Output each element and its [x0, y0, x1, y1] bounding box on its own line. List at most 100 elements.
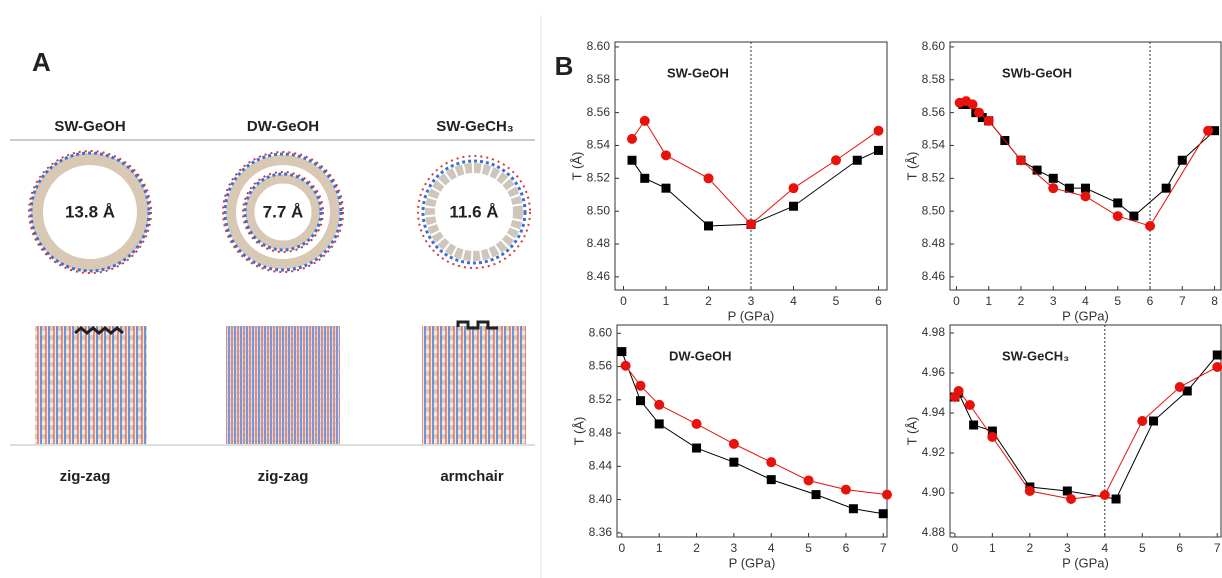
data-point: [746, 219, 756, 230]
data-point: [1203, 125, 1214, 136]
x-tick-label: 2: [1026, 541, 1033, 555]
data-point: [964, 400, 975, 410]
data-point: [848, 504, 858, 514]
chart: 8.46 8.48 8.50 8.52 8.54 8.56 8.58 8.60 0 1 2 3 4 5 6 P…: [569, 39, 888, 323]
x-tick-label: 2: [1018, 294, 1025, 308]
y-axis-label: T (Å): [571, 417, 586, 446]
tube-side-views: [35, 320, 526, 444]
data-point: [728, 438, 739, 449]
x-tick-label: 2: [693, 541, 700, 555]
y-tick-label: 8.48: [587, 236, 611, 250]
y-tick-label: 8.54: [922, 138, 946, 152]
x-tick-label: 4: [790, 294, 797, 308]
data-point: [1182, 386, 1192, 396]
x-axis-label: P (GPa): [1062, 308, 1109, 323]
data-point: [703, 173, 714, 184]
x-tick-label: 8: [1211, 294, 1218, 308]
data-point: [704, 221, 713, 231]
y-tick-label: 4.92: [922, 445, 946, 459]
x-tick-label: 5: [833, 294, 840, 308]
diameter-label: 13.8 Å: [65, 202, 115, 221]
y-tick-label: 8.60: [587, 39, 611, 53]
data-point: [635, 380, 646, 391]
data-point: [1212, 350, 1222, 360]
data-point: [1048, 183, 1059, 194]
data-point: [789, 201, 798, 211]
data-point: [1177, 155, 1187, 165]
data-point: [1015, 155, 1026, 166]
y-tick-label: 8.50: [922, 203, 946, 217]
plot-frame: [616, 324, 888, 538]
y-tick-label: 8.56: [589, 359, 613, 373]
plot-frame: [949, 41, 1222, 291]
panel-label: B: [555, 51, 574, 81]
chart-title: SWb-GeOH: [1002, 65, 1072, 80]
y-axis-label: T (Å): [904, 417, 919, 446]
x-axis-label: P (GPa): [728, 308, 775, 323]
x-tick-label: 4: [1082, 294, 1089, 308]
x-tick-label: 2: [705, 294, 712, 308]
y-tick-label: 8.48: [589, 425, 613, 439]
data-point: [692, 443, 702, 453]
data-point: [654, 419, 664, 429]
data-point: [1210, 126, 1220, 136]
data-point: [969, 420, 979, 430]
data-point: [882, 489, 892, 500]
y-tick-label: 8.48: [922, 236, 946, 250]
data-point: [627, 155, 637, 165]
y-axis-label: T (Å): [569, 152, 584, 181]
y-tick-label: 8.44: [589, 459, 613, 473]
data-point: [1212, 362, 1222, 372]
data-point: [788, 183, 799, 194]
data-point: [1129, 211, 1139, 221]
x-tick-label: 0: [619, 541, 626, 555]
x-tick-label: 6: [875, 294, 882, 308]
x-tick-label: 0: [953, 294, 960, 308]
x-tick-label: 6: [1176, 541, 1183, 555]
data-point: [1113, 198, 1123, 208]
x-tick-label: 3: [1050, 294, 1057, 308]
series-line: [959, 100, 1209, 227]
x-tick-label: 5: [1114, 294, 1121, 308]
x-axis-label: P (GPa): [1062, 555, 1109, 570]
data-point: [661, 183, 671, 193]
data-point: [691, 418, 702, 429]
data-point: [987, 426, 997, 436]
data-point: [1145, 220, 1156, 231]
y-tick-label: 8.58: [587, 72, 611, 86]
data-point: [640, 173, 650, 183]
y-tick-label: 8.50: [587, 203, 611, 217]
data-point: [1080, 191, 1091, 202]
x-tick-label: 3: [731, 541, 738, 555]
series-line: [631, 119, 879, 225]
chart: 4.88 4.90 4.92 4.94 4.96 4.98 0 1 2 3 4 5 6 7 P (GPa) T…: [904, 324, 1222, 570]
y-tick-label: 8.52: [922, 170, 946, 184]
data-point: [1099, 490, 1110, 500]
series-line: [954, 354, 1218, 500]
data-point: [766, 457, 777, 468]
y-tick-label: 4.98: [922, 325, 946, 339]
y-tick-label: 4.90: [922, 485, 946, 499]
data-point: [987, 432, 998, 442]
diameter-label: 11.6 Å: [449, 202, 498, 221]
x-tick-label: 4: [768, 541, 775, 555]
x-tick-label: 3: [1064, 541, 1071, 555]
data-point: [873, 125, 884, 136]
x-tick-label: 7: [880, 541, 887, 555]
data-point: [953, 386, 964, 396]
tube-cross-sections: [28, 150, 531, 274]
data-point: [811, 490, 821, 500]
x-tick-label: 6: [843, 541, 850, 555]
data-point: [1111, 494, 1121, 504]
y-tick-label: 8.40: [589, 492, 613, 506]
data-point: [1024, 486, 1035, 496]
column-header: SW-GeOH: [54, 118, 125, 135]
x-tick-label: 1: [985, 294, 992, 308]
y-tick-label: 4.94: [922, 405, 946, 419]
data-point: [639, 115, 650, 126]
x-tick-label: 4: [1101, 541, 1108, 555]
x-tick-label: 1: [989, 541, 996, 555]
y-tick-label: 8.52: [589, 392, 613, 406]
column-header: SW-GeCH₃: [436, 118, 514, 135]
